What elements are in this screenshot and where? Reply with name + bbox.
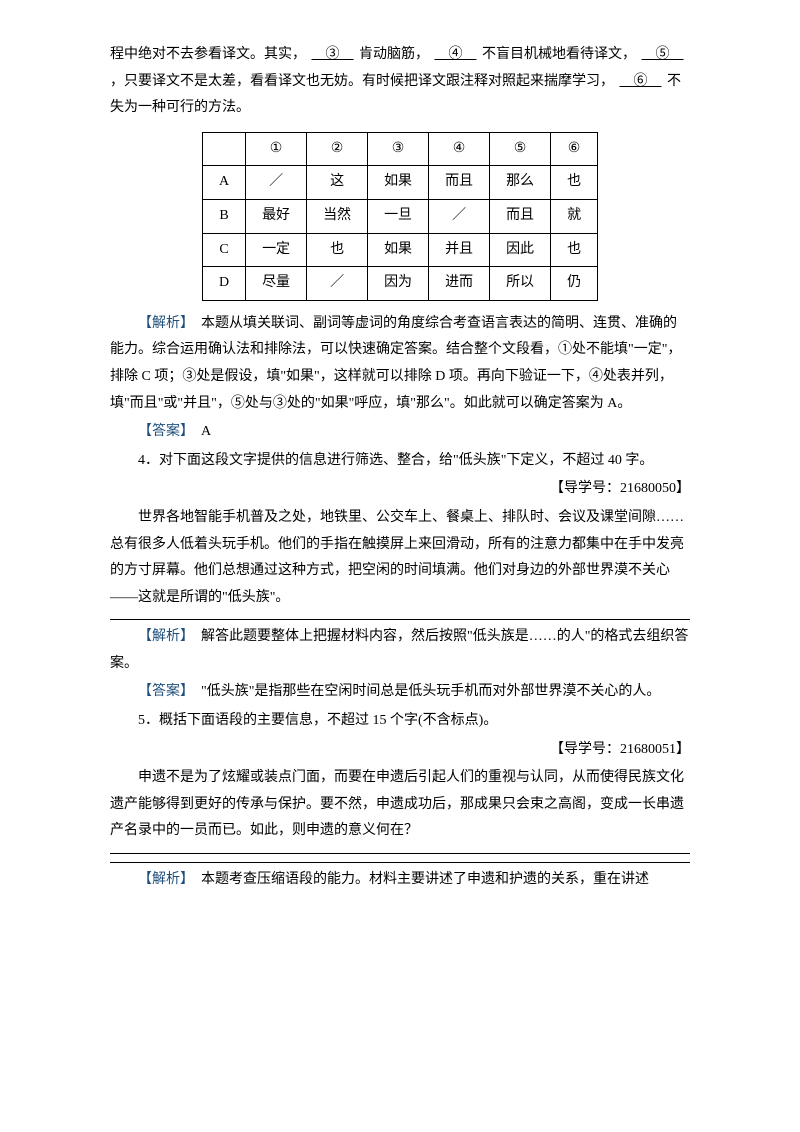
answer-line [110,853,690,854]
answer-label: 【答案】 [138,424,187,439]
table-cell: 仍 [551,267,598,301]
q4-reference: 【导学号：21680050】 [110,476,690,503]
q4-prompt-text: 对下面这段文字提供的信息进行筛选、整合，给"低头族"下定义，不超过 40 字。 [159,453,653,468]
table-cell: 那么 [490,166,551,200]
q4-prompt: 4．对下面这段文字提供的信息进行筛选、整合，给"低头族"下定义，不超过 40 字… [110,448,690,475]
q4-number: 4． [138,453,159,468]
table-header-cell: ③ [368,132,429,166]
options-table: ① ② ③ ④ ⑤ ⑥ A ／ 这 如果 而且 那么 也 B 最好 当然 一旦 … [202,132,598,301]
table-cell: 如果 [368,166,429,200]
intro-paragraph: 程中绝对不去参看译文。其实， ③ 肯动脑筋， ④ 不盲目机械地看待译文， ⑤ ，… [110,42,690,122]
analysis-label: 【解析】 [138,316,187,331]
table-cell: ／ [246,166,307,200]
q5-analysis-text: 本题考查压缩语段的能力。材料主要讲述了申遗和护遗的关系，重在讲述 [201,872,649,887]
table-row: D 尽量 ／ 因为 进而 所以 仍 [202,267,597,301]
table-cell: 就 [551,199,598,233]
table-cell: 尽量 [246,267,307,301]
table-cell: 也 [307,233,368,267]
table-header-row: ① ② ③ ④ ⑤ ⑥ [202,132,597,166]
q5-prompt-text: 概括下面语段的主要信息，不超过 15 个字(不含标点)。 [159,713,497,728]
q3-analysis: 【解析】 本题从填关联词、副词等虚词的角度综合考查语言表达的简明、连贯、准确的能… [110,311,690,417]
analysis-label: 【解析】 [138,629,187,644]
table-cell: 而且 [429,166,490,200]
table-cell: 如果 [368,233,429,267]
table-cell: A [202,166,245,200]
table-cell: D [202,267,245,301]
table-cell: B [202,199,245,233]
table-row: C 一定 也 如果 并且 因此 也 [202,233,597,267]
answer-line [110,619,690,620]
blank-4: ④ [433,47,479,62]
table-cell: 并且 [429,233,490,267]
table-cell: 这 [307,166,368,200]
table-header-cell: ⑥ [551,132,598,166]
answer-line [110,862,690,863]
table-cell: C [202,233,245,267]
q4-passage: 世界各地智能手机普及之处，地铁里、公交车上、餐桌上、排队时、会议及课堂间隙……总… [110,505,690,611]
table-cell: 一旦 [368,199,429,233]
blank-5: ⑤ [640,47,686,62]
table-cell: 而且 [490,199,551,233]
q4-analysis: 【解析】 解答此题要整体上把握材料内容，然后按照"低头族是……的人"的格式去组织… [110,624,690,677]
table-header-cell: ② [307,132,368,166]
intro-text-2: 肯动脑筋， [359,47,429,62]
q5-reference: 【导学号：21680051】 [110,737,690,764]
q3-answer-text: A [201,424,211,439]
table-cell: ／ [307,267,368,301]
q4-answer: 【答案】 "低头族"是指那些在空闲时间总是低头玩手机而对外部世界漠不关心的人。 [110,679,690,706]
table-header-cell: ④ [429,132,490,166]
blank-3: ③ [310,47,356,62]
answer-label: 【答案】 [138,684,187,699]
q3-answer: 【答案】 A [110,419,690,446]
table-cell: 也 [551,166,598,200]
table-cell: 也 [551,233,598,267]
q5-analysis: 【解析】 本题考查压缩语段的能力。材料主要讲述了申遗和护遗的关系，重在讲述 [110,867,690,894]
table-row: B 最好 当然 一旦 ／ 而且 就 [202,199,597,233]
table-header-cell: ① [246,132,307,166]
table-header-cell: ⑤ [490,132,551,166]
q5-number: 5． [138,713,159,728]
table-cell: 因为 [368,267,429,301]
analysis-label: 【解析】 [138,872,187,887]
table-cell: ／ [429,199,490,233]
table-cell: 因此 [490,233,551,267]
q5-prompt: 5．概括下面语段的主要信息，不超过 15 个字(不含标点)。 [110,708,690,735]
table-cell: 所以 [490,267,551,301]
q3-analysis-text: 本题从填关联词、副词等虚词的角度综合考查语言表达的简明、连贯、准确的能力。综合运… [110,316,681,411]
table-header-cell [202,132,245,166]
table-cell: 最好 [246,199,307,233]
document-page: 程中绝对不去参看译文。其实， ③ 肯动脑筋， ④ 不盲目机械地看待译文， ⑤ ，… [0,0,800,1132]
q5-passage: 申遗不是为了炫耀或装点门面，而要在申遗后引起人们的重视与认同，从而使得民族文化遗… [110,765,690,845]
q4-answer-text: "低头族"是指那些在空闲时间总是低头玩手机而对外部世界漠不关心的人。 [201,684,660,699]
intro-text-1: 程中绝对不去参看译文。其实， [110,47,306,62]
intro-text-4: ，只要译文不是太差，看看译文也无妨。有时候把译文跟注释对照起来揣摩学习， [110,74,614,89]
intro-text-3: 不盲目机械地看待译文， [482,47,636,62]
blank-6: ⑥ [618,74,664,89]
table-row: A ／ 这 如果 而且 那么 也 [202,166,597,200]
q4-analysis-text: 解答此题要整体上把握材料内容，然后按照"低头族是……的人"的格式去组织答案。 [110,629,688,671]
table-cell: 当然 [307,199,368,233]
table-cell: 进而 [429,267,490,301]
table-cell: 一定 [246,233,307,267]
